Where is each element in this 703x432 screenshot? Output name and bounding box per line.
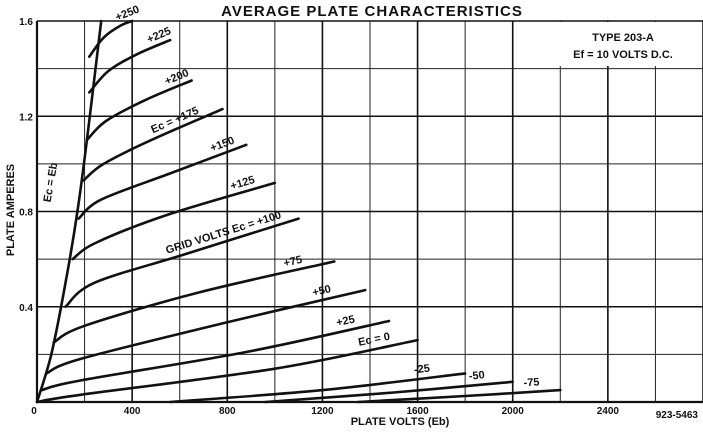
series-label: -50 xyxy=(468,369,485,382)
x-tick-label: 2000 xyxy=(502,406,525,417)
series-line xyxy=(168,372,467,404)
series-line xyxy=(40,319,391,392)
curves xyxy=(35,19,562,404)
y-axis-label: PLATE AMPERES xyxy=(5,164,17,256)
boundary-curve xyxy=(35,19,103,404)
x-tick-label: 1200 xyxy=(311,406,334,417)
series-line xyxy=(52,260,336,344)
x-axis-label: PLATE VOLTS (Eb) xyxy=(351,416,450,428)
info-type: TYPE 203-A xyxy=(592,32,654,44)
series-line xyxy=(88,19,134,58)
series-line xyxy=(264,380,514,404)
chart-title: AVERAGE PLATE CHARACTERISTICS xyxy=(221,3,523,20)
tick-labels: 400 800 1200 1600 2000 2400 0.4 0.8 1.2 1.6 0 xyxy=(19,17,619,417)
series-label: -25 xyxy=(413,363,430,377)
info-box: TYPE 203-A Ef = 10 VOLTS D.C. xyxy=(548,22,698,66)
y-tick-label: 1.2 xyxy=(19,112,33,123)
series-line xyxy=(71,181,277,261)
series-line xyxy=(82,107,224,182)
series-line xyxy=(88,38,172,94)
info-filament: Ef = 10 VOLTS D.C. xyxy=(573,49,673,61)
origin-label: 0 xyxy=(31,406,37,417)
x-tick-label: 1600 xyxy=(406,406,429,417)
x-tick-label: 400 xyxy=(124,406,141,417)
series-label: +25 xyxy=(335,314,356,330)
series-line xyxy=(45,288,367,375)
series-label: +75 xyxy=(283,254,304,270)
y-tick-label: 0.8 xyxy=(19,208,33,219)
series-line xyxy=(64,217,300,309)
y-tick-label: 0.4 xyxy=(19,303,33,314)
x-tick-label: 2400 xyxy=(597,406,620,417)
grid xyxy=(35,20,703,404)
series-line xyxy=(85,79,193,142)
boundary-curve-label: Ec = Eb xyxy=(42,161,61,203)
series-line xyxy=(77,143,248,220)
series-label: +150 xyxy=(209,135,236,155)
series-label: GRID VOLTS Ec = +100 xyxy=(164,209,282,256)
y-tick-label: 1.6 xyxy=(19,17,33,28)
series-line xyxy=(35,338,419,404)
series-line xyxy=(356,388,562,404)
figure-number: 923-5463 xyxy=(656,410,699,421)
series-label: +225 xyxy=(145,25,173,46)
series-label: +50 xyxy=(311,283,332,299)
series-label: -75 xyxy=(523,376,540,389)
series-label: +200 xyxy=(163,67,190,88)
x-tick-label: 800 xyxy=(219,406,236,417)
